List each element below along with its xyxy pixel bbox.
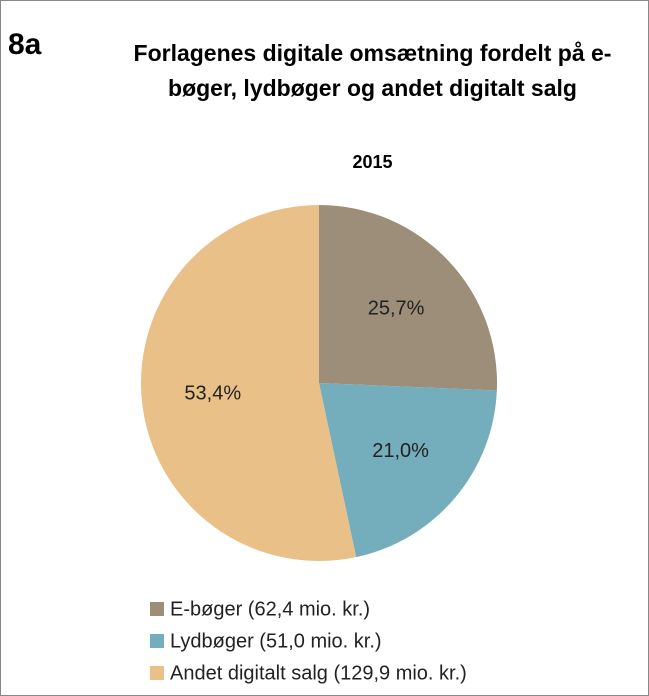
pie-slice — [319, 383, 497, 558]
chart-tag: 8a — [8, 28, 42, 61]
pie-slice — [319, 205, 498, 391]
data-label: 53,4% — [184, 382, 241, 404]
legend-label: E-bøger (62,4 mio. kr.) — [170, 598, 370, 620]
legend-swatch — [150, 602, 164, 616]
legend-swatch — [150, 634, 164, 648]
data-label: 21,0% — [372, 440, 429, 462]
pie-slice — [141, 205, 357, 561]
data-label: 25,7% — [368, 297, 425, 319]
legend-label: Lydbøger (51,0 mio. kr.) — [170, 630, 382, 652]
chart-title: Forlagenes digitale omsætning fordelt på… — [133, 40, 612, 101]
chart-subtitle: 2015 — [352, 152, 393, 172]
legend-label: Andet digitalt salg (129,9 mio. kr.) — [170, 662, 467, 684]
legend-swatch — [150, 666, 164, 680]
